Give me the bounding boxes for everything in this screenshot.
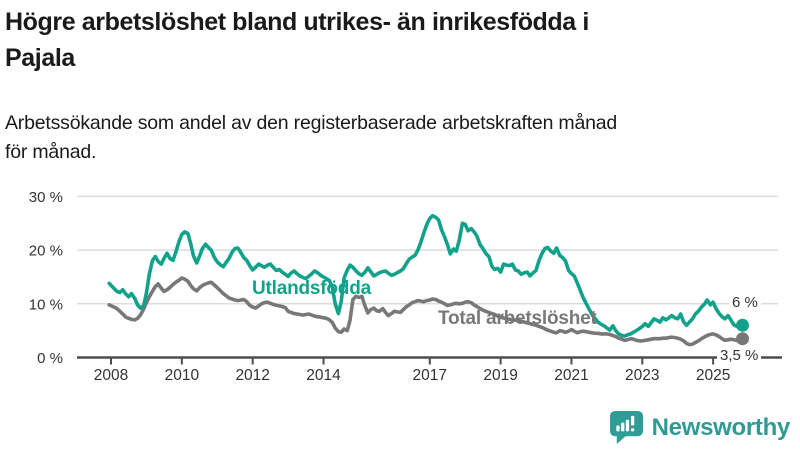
end-value-label-utlandsfodda: 6 % bbox=[729, 294, 761, 311]
subtitle-line-1: Arbetssökande som andel av den registerb… bbox=[5, 112, 618, 134]
logo-bars bbox=[615, 415, 634, 432]
x-tick-label-2010: 2010 bbox=[165, 367, 200, 384]
x-tick-label-2025: 2025 bbox=[696, 367, 730, 384]
x-tick-label-2021: 2021 bbox=[554, 367, 588, 384]
y-tick-label-30: 30 % bbox=[29, 189, 63, 206]
brand-wordmark: Newsworthy bbox=[651, 413, 791, 441]
y-tick-label-10: 10 % bbox=[29, 296, 63, 313]
chart-subtitle: Arbetssökande som andel av den registerb… bbox=[5, 109, 785, 167]
subtitle-line-2: för månad. bbox=[5, 141, 97, 163]
page-title: Högre arbetslöshet bland utrikes- än inr… bbox=[5, 4, 785, 76]
newsworthy-logo-icon bbox=[609, 410, 643, 445]
x-tick-label-2008: 2008 bbox=[94, 367, 128, 384]
x-tick-label-2023: 2023 bbox=[625, 367, 659, 384]
title-line-2: Pajala bbox=[5, 44, 75, 72]
series-label-utlandsfodda: Utlandsfödda bbox=[252, 278, 371, 299]
series-line-utlandsf-dda bbox=[107, 213, 745, 338]
series-end-dot-utlandsf-dda bbox=[736, 318, 750, 332]
series-end-dot-total-arbetsl-shet bbox=[736, 332, 750, 346]
x-tick-label-2014: 2014 bbox=[306, 367, 341, 384]
end-value-label-total: 3,5 % bbox=[717, 347, 762, 364]
y-tick-label-20: 20 % bbox=[29, 243, 63, 260]
series-line-total-arbetsl-shet bbox=[107, 276, 745, 347]
y-tick-label-0: 0 % bbox=[37, 350, 63, 367]
x-tick-label-2017: 2017 bbox=[413, 367, 447, 384]
series-label-total: Total arbetslöshet bbox=[438, 308, 597, 329]
brand-footer: Newsworthy bbox=[609, 410, 790, 445]
title-line-1: Högre arbetslöshet bland utrikes- än inr… bbox=[5, 8, 589, 36]
x-tick-label-2012: 2012 bbox=[235, 367, 269, 384]
x-tick-label-2019: 2019 bbox=[483, 367, 517, 384]
